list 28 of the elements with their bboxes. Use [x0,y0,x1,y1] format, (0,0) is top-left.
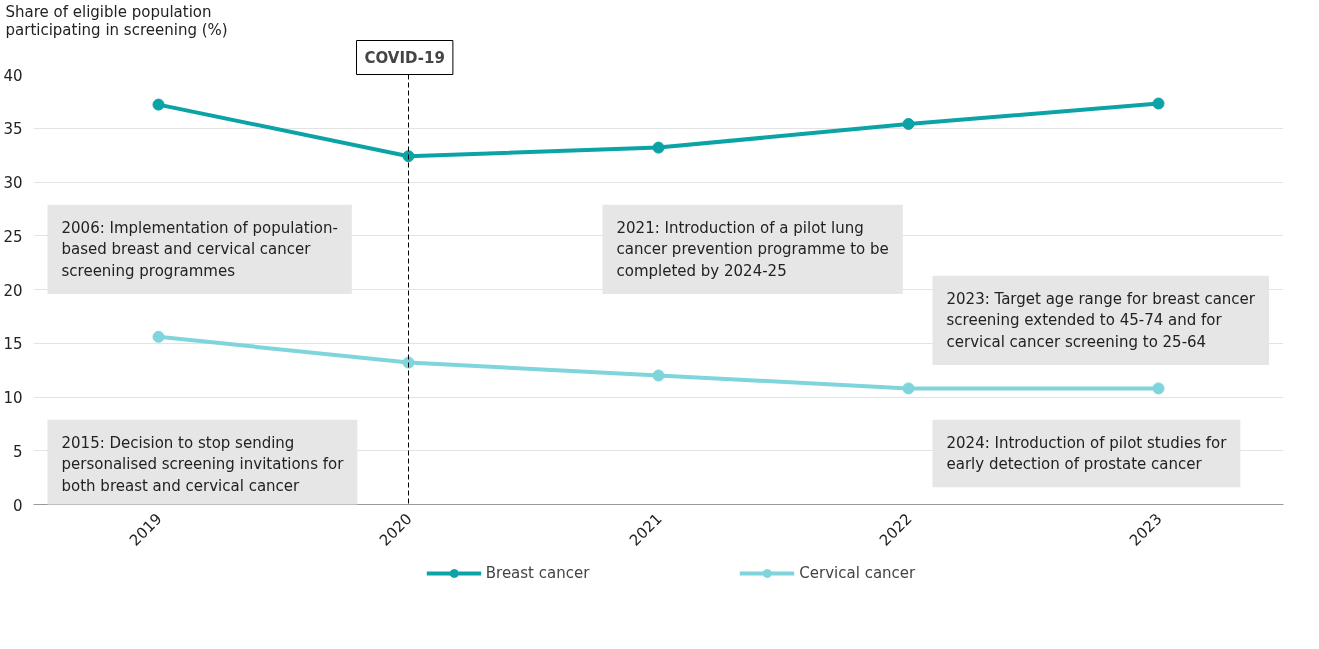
annotation: 2024: Introduction of pilot studies for early detection of prostate cancer [946,433,1228,474]
annotation: 2006: Implementation of population-based breast and cervical cancer screening programmes [61,218,338,280]
ref-line-label: COVID-19 [364,48,445,67]
y-tick-label: 25 [3,227,23,246]
y-tick-label: 5 [12,442,23,461]
point [1152,97,1165,110]
annotation: 2021: Introduction of a pilot lung cancer prevention programme to be completed by 2024-25 [616,218,889,280]
y-tick-label: 10 [3,389,23,407]
y-tick-label: 35 [3,120,23,139]
point [402,150,415,163]
y-tick-label: 20 [3,281,23,300]
point [652,369,665,382]
point [1152,382,1165,395]
point [652,141,665,154]
y-tick-label: 0 [12,496,23,515]
annotation: 2023: Target age range for breast cancer screening extended to 45-74 and for cervical cancer screening to 25-64 [946,289,1256,351]
y-axis-title: Share of eligible population participating in screening (%) [5,2,228,39]
point [402,356,415,369]
point [152,330,165,343]
point [152,98,165,111]
y-tick-label: 30 [3,174,23,192]
legend-label: Breast cancer [485,564,590,582]
y-tick-label: 40 [3,66,23,85]
legend-label: Cervical cancer [799,564,916,582]
y-tick-label: 15 [3,335,23,354]
annotation: 2015: Decision to stop sending personalised screening invitations for both breast and cervical cancer [61,433,345,495]
point [902,117,915,130]
point [902,382,915,395]
